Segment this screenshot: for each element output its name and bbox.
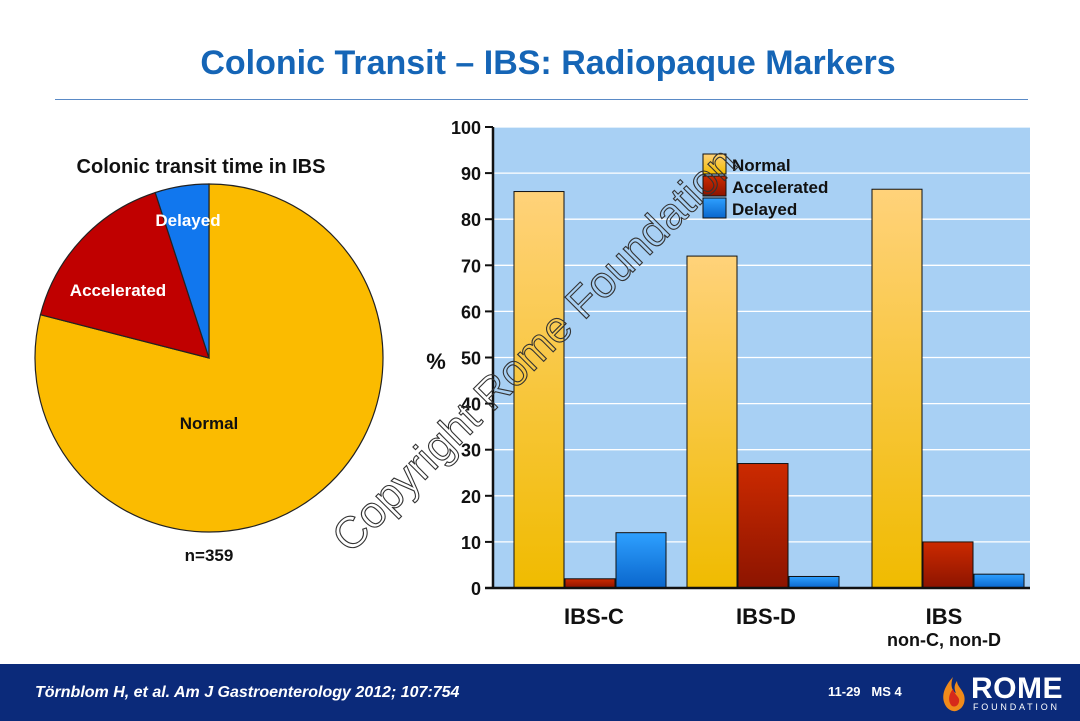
title-divider xyxy=(55,99,1028,100)
pie-label-delayed: Delayed xyxy=(155,211,220,230)
x-category-label: IBS xyxy=(926,604,963,629)
y-tick-label: 20 xyxy=(461,487,481,507)
bar-normal-2 xyxy=(686,255,738,589)
pie-label-normal: Normal xyxy=(180,414,239,433)
logo-wordmark: ROME xyxy=(971,672,1063,705)
bar-chart-y-ticks: 0 10 20 30 40 50 60 70 80 90 100 xyxy=(451,118,493,599)
pie-slice-accelerated xyxy=(39,191,210,359)
y-tick-label: 30 xyxy=(461,441,481,461)
bar-normal-3 xyxy=(871,188,923,589)
y-tick-label: 60 xyxy=(461,302,481,322)
x-category-label: non-C, non-D xyxy=(887,630,1001,650)
pie-chart-title: Colonic transit time in IBS xyxy=(77,156,326,178)
bar-normal-1 xyxy=(513,191,565,589)
x-category-label: IBS-C xyxy=(564,604,624,629)
x-category-label: IBS-D xyxy=(736,604,796,629)
flame-icon xyxy=(943,677,965,712)
bar-delayed-3 xyxy=(973,573,1025,589)
bar-chart-legend: Normal Accelerated Delayed xyxy=(702,153,828,219)
logo-subtext: FOUNDATION xyxy=(973,702,1060,712)
pie-sample-size: n=359 xyxy=(185,546,234,565)
y-tick-label: 0 xyxy=(471,579,481,599)
bar-accelerated-1 xyxy=(564,578,616,589)
y-tick-label: 100 xyxy=(451,118,481,138)
legend-swatch-delayed xyxy=(702,197,727,219)
bar-chart-y-axis-label: % xyxy=(426,349,446,374)
y-tick-label: 70 xyxy=(461,256,481,276)
y-tick-label: 10 xyxy=(461,533,481,553)
citation-text: Törnblom H, et al. Am J Gastroenterology… xyxy=(35,684,460,701)
bar-accelerated-2 xyxy=(737,463,789,589)
y-tick-label: 90 xyxy=(461,164,481,184)
y-tick-label: 80 xyxy=(461,210,481,230)
legend-swatch-normal xyxy=(702,153,727,175)
legend-label-delayed: Delayed xyxy=(732,200,797,219)
slide-title: Colonic Transit – IBS: Radiopaque Marker… xyxy=(200,44,896,82)
bar-delayed-2 xyxy=(788,575,840,589)
y-tick-label: 40 xyxy=(461,395,481,415)
charts-canvas: Colonic transit time in IBS Normal Accele… xyxy=(34,118,1030,650)
y-tick-label: 50 xyxy=(461,349,481,369)
pie-label-accelerated: Accelerated xyxy=(70,281,166,300)
legend-label-normal: Normal xyxy=(732,156,791,175)
rome-foundation-logo: ROME FOUNDATION xyxy=(938,672,1063,714)
bar-accelerated-3 xyxy=(922,541,974,589)
legend-label-accelerated: Accelerated xyxy=(732,178,828,197)
pie-chart: Normal Accelerated Delayed xyxy=(34,183,384,533)
footer-bar: Törnblom H, et al. Am J Gastroenterology… xyxy=(0,664,1080,721)
bar-delayed-1 xyxy=(615,532,667,589)
legend-swatch-accelerated xyxy=(702,175,727,197)
slide-code: 11-29 MS 4 xyxy=(828,684,902,699)
bar-chart-bars xyxy=(513,188,1025,589)
pie-slice-delayed xyxy=(154,183,210,359)
